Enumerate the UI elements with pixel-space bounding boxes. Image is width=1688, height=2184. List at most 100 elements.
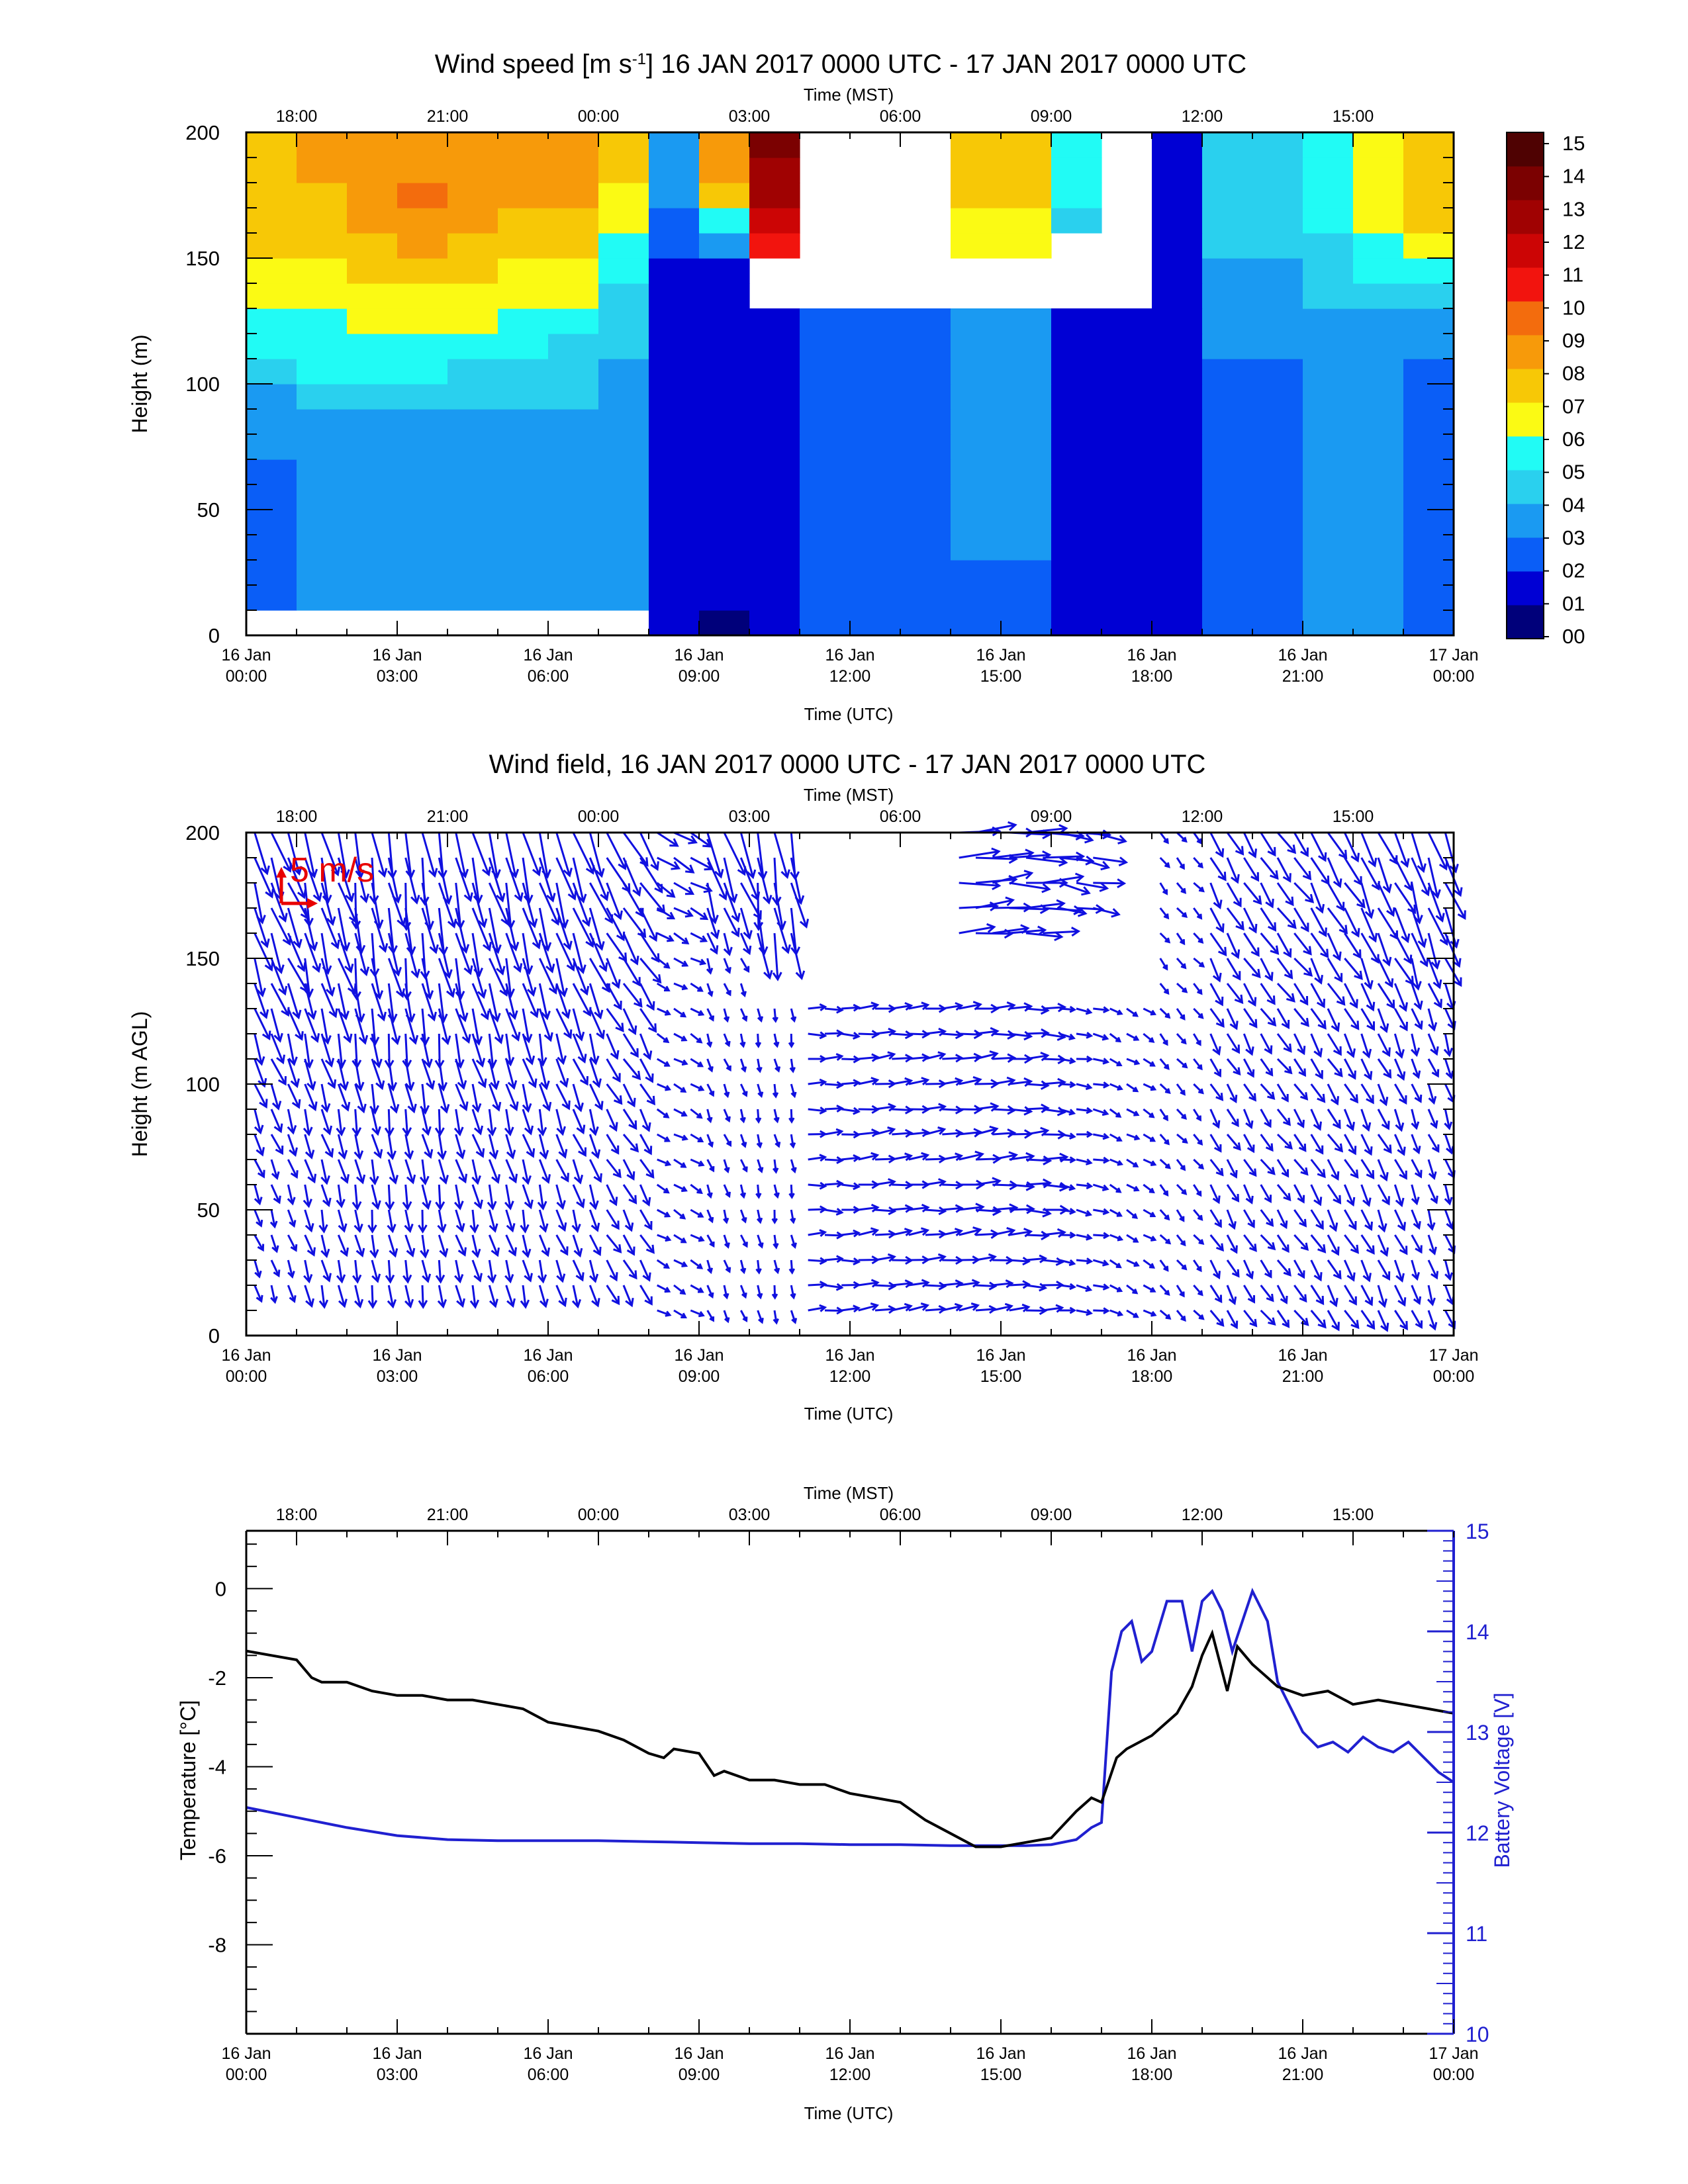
wind-arrow-head	[1198, 1163, 1205, 1170]
wind-arrow	[706, 1234, 715, 1247]
wind-arrow-head	[756, 1217, 763, 1224]
wind-arrow	[1360, 983, 1374, 1011]
wind-arrow	[505, 1058, 515, 1089]
heatmap-cell	[749, 359, 800, 385]
colorbar-tick-label: 06	[1562, 428, 1585, 451]
wind-arrow	[354, 1134, 361, 1159]
heatmap-cell	[1202, 308, 1253, 334]
wind-arrow	[723, 1134, 731, 1146]
heatmap-cell	[447, 585, 498, 611]
wind-arrow	[706, 1008, 714, 1021]
heatmap-cell	[548, 585, 599, 611]
wind-arrow	[773, 1259, 779, 1273]
wind-arrow	[690, 831, 712, 848]
wind-arrow-head	[757, 1242, 764, 1249]
wind-arrow-head	[1303, 967, 1313, 977]
heatmap-cell	[297, 560, 348, 586]
wind-arrow	[941, 1304, 962, 1312]
wind-arrow-head	[1103, 1232, 1110, 1240]
wind-arrow-head	[340, 942, 351, 952]
heatmap-cell	[699, 183, 750, 208]
heatmap-cell	[649, 359, 700, 385]
wind-arrow-head	[1229, 1021, 1239, 1030]
wind-arrow	[1176, 1310, 1186, 1321]
wind-arrow-head	[1252, 895, 1262, 905]
wind-arrow-head	[1317, 1020, 1327, 1030]
wind-arrow	[1393, 907, 1409, 942]
wind-arrow-head	[322, 1035, 332, 1045]
wind-arrow	[1276, 882, 1294, 905]
wind-arrow	[555, 1184, 564, 1208]
wind-arrow	[572, 1234, 581, 1256]
wind-arrow	[371, 983, 385, 1021]
wind-arrow-head	[459, 868, 469, 879]
wind-arrow-head	[681, 1134, 688, 1141]
wind-field-utc-tick-time: 00:00	[226, 1367, 267, 1386]
heatmap-cell	[1252, 459, 1303, 485]
wind-arrow-head	[702, 839, 712, 848]
wind-arrow	[639, 882, 665, 913]
wind-arrow	[656, 831, 679, 847]
wind-arrow	[471, 1184, 482, 1208]
wind-arrow	[371, 1285, 374, 1308]
heatmap-cell	[1102, 334, 1152, 359]
wind-arrow-head	[1400, 858, 1410, 868]
wind-arrow-head	[1116, 1211, 1123, 1217]
wind-arrow-head	[1346, 1197, 1356, 1207]
wind-arrow	[1427, 1008, 1435, 1030]
wind-arrow-head	[1332, 1120, 1341, 1130]
wind-arrow	[908, 1304, 928, 1312]
wind-arrow-head	[539, 1223, 549, 1233]
wind-arrow	[1276, 1083, 1289, 1102]
wind-arrow	[639, 1109, 650, 1131]
wind-arrow	[673, 982, 687, 989]
wind-arrow-head	[355, 1174, 366, 1185]
wind-speed-mst-tick-label: 00:00	[578, 107, 620, 126]
heatmap-cell	[1051, 158, 1102, 183]
wind-arrow	[925, 1128, 945, 1136]
wind-arrow-head	[904, 1077, 914, 1086]
wind-arrow	[656, 1183, 669, 1193]
wind-field-utc-tick-date: 16 Jan	[976, 1346, 1025, 1365]
wind-arrow	[824, 1234, 843, 1237]
wind-arrow-head	[395, 988, 405, 999]
wind-arrow	[455, 857, 472, 901]
wind-arrow-head	[836, 1179, 844, 1188]
wind-arrow	[1393, 1109, 1403, 1131]
wind-arrow-head	[367, 1224, 377, 1234]
wind-arrow-head	[763, 894, 773, 905]
wind-arrow	[925, 1284, 945, 1287]
wind-arrow	[639, 958, 661, 983]
wind-arrow-head	[1197, 989, 1203, 995]
wind-arrow	[706, 857, 727, 899]
wind-arrow-head	[688, 835, 698, 844]
wind-arrow-head	[1007, 1128, 1017, 1138]
wind-arrow-head	[630, 1048, 639, 1058]
heatmap-cell	[800, 334, 851, 359]
wind-arrow	[1109, 1032, 1121, 1042]
wind-arrow	[1327, 1109, 1341, 1128]
wind-arrow-head	[1267, 1242, 1276, 1251]
wind-arrow-head	[1133, 1261, 1140, 1267]
wind-arrow-head	[507, 1080, 518, 1090]
wind-arrow-head	[708, 1141, 714, 1148]
wind-arrow	[790, 1209, 795, 1222]
wind-arrow-head	[1179, 1291, 1185, 1298]
wind-arrow-head	[1162, 964, 1168, 971]
wind-arrow-head	[404, 1150, 414, 1160]
wind-arrow-head	[566, 962, 576, 972]
wind-arrow	[690, 932, 707, 942]
wind-arrow	[739, 1184, 745, 1197]
voltage-ytick-label: 11	[1466, 1922, 1487, 1946]
wind-arrow-head	[737, 866, 747, 876]
wind-arrow	[1360, 882, 1373, 918]
wind-arrow-head	[496, 893, 506, 903]
wind-arrow	[354, 933, 367, 975]
wind-arrow	[354, 882, 357, 929]
wind-arrow	[1377, 882, 1395, 916]
wind-arrow	[841, 1058, 859, 1061]
wind-arrow-head	[604, 914, 614, 925]
wind-arrow-head	[698, 1010, 705, 1017]
wind-arrow-head	[473, 1125, 484, 1136]
wind-arrow-head	[437, 1150, 447, 1160]
